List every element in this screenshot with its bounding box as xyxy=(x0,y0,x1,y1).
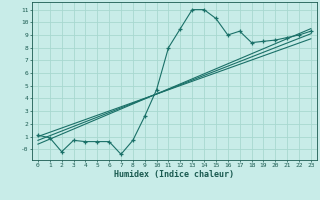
X-axis label: Humidex (Indice chaleur): Humidex (Indice chaleur) xyxy=(115,170,234,179)
